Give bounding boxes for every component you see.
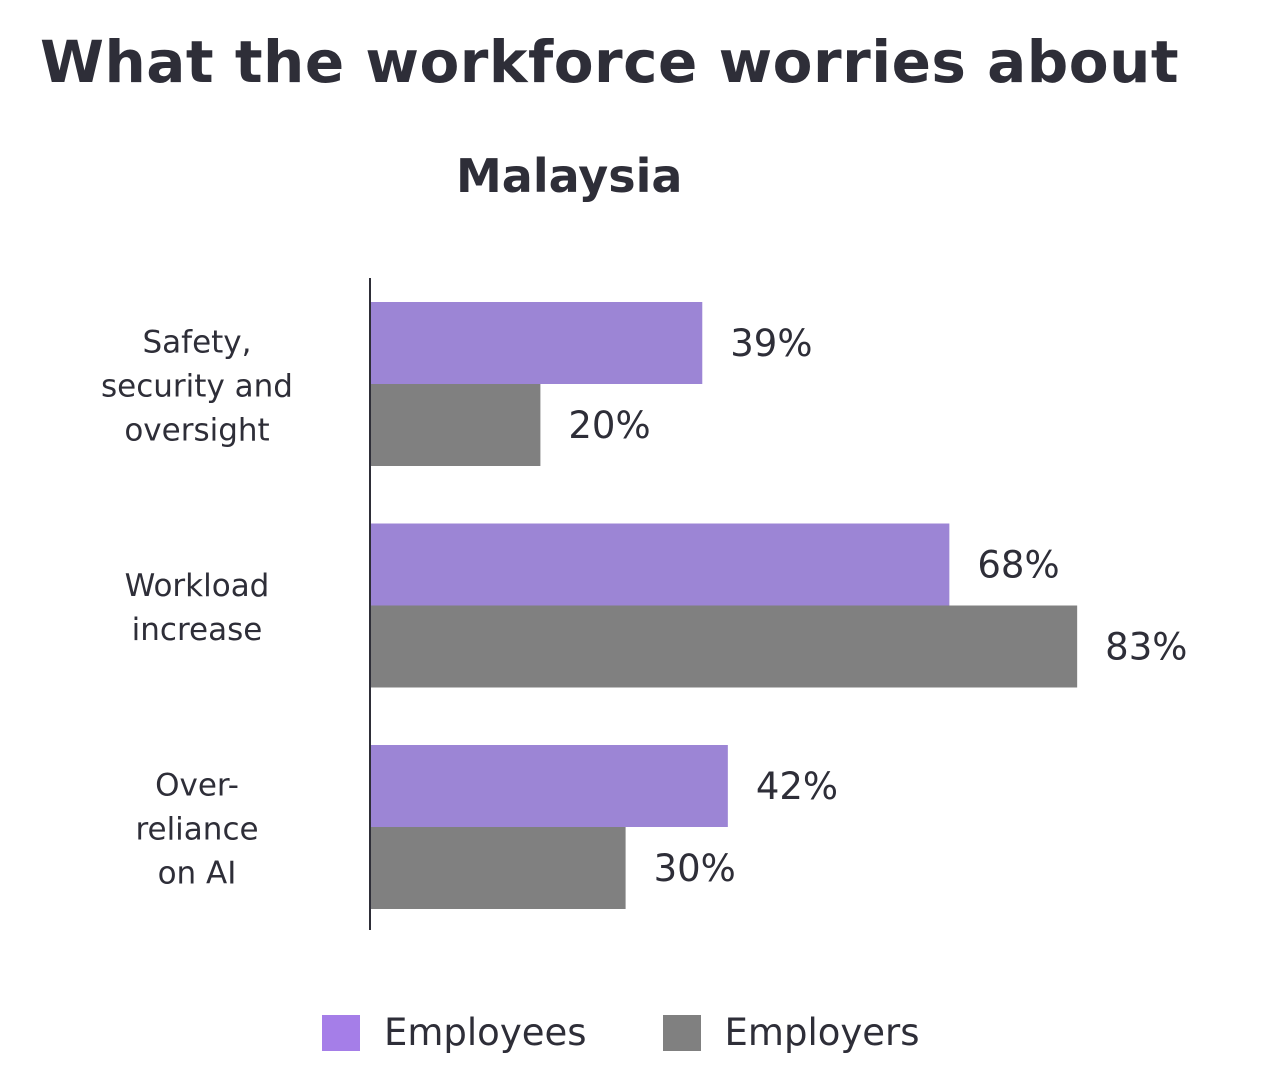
bar-chart: 39% 20% 68% 83% 42% 30% Safety, security and ov… (101, 278, 1187, 930)
value-label-employees-1: 68% (977, 544, 1059, 587)
category-label-0: Safety, security and oversight (101, 324, 293, 448)
category-label-line: oversight (124, 412, 269, 448)
bar-employers-2 (370, 827, 626, 909)
category-label-line: Safety, (142, 324, 251, 360)
legend-item-employers: Employers (662, 1008, 920, 1058)
legend-label-employees: Employees (384, 1011, 587, 1054)
value-label-employers-2: 30% (654, 847, 736, 890)
value-label-employers-0: 20% (568, 404, 650, 447)
legend-swatch-employees (322, 1015, 360, 1051)
value-labels-group: 39% 20% 68% 83% 42% 30% (568, 322, 1187, 890)
category-label-line: reliance (135, 811, 258, 847)
value-label-employees-0: 39% (730, 322, 812, 365)
bar-employees-0 (370, 302, 703, 384)
page-title: What the workforce worries about (40, 28, 1180, 96)
legend-item-employees: Employees (322, 1008, 587, 1058)
category-label-line: Workload (125, 568, 270, 604)
bars-group (370, 302, 1078, 909)
category-label-2: Over-reliance on AI (135, 767, 258, 891)
value-label-employers-1: 83% (1105, 626, 1187, 669)
category-label-line: Over- (155, 767, 239, 803)
value-label-employees-2: 42% (756, 765, 838, 808)
bar-employers-1 (370, 605, 1078, 688)
category-labels-group: Safety, security and oversight Workload incr… (101, 324, 293, 891)
category-label-line: increase (132, 612, 263, 648)
chart-title: Malaysia (456, 149, 683, 203)
category-label-line: security and (101, 368, 293, 404)
legend-swatch-employers (662, 1015, 701, 1051)
category-label-line: on AI (158, 855, 237, 891)
bar-employees-1 (370, 523, 950, 606)
legend: Employees Employers (322, 1008, 996, 1058)
bar-employers-0 (370, 384, 541, 466)
bar-employees-2 (370, 745, 728, 827)
category-label-1: Workload increase (125, 568, 270, 648)
legend-label-employers: Employers (724, 1011, 920, 1054)
